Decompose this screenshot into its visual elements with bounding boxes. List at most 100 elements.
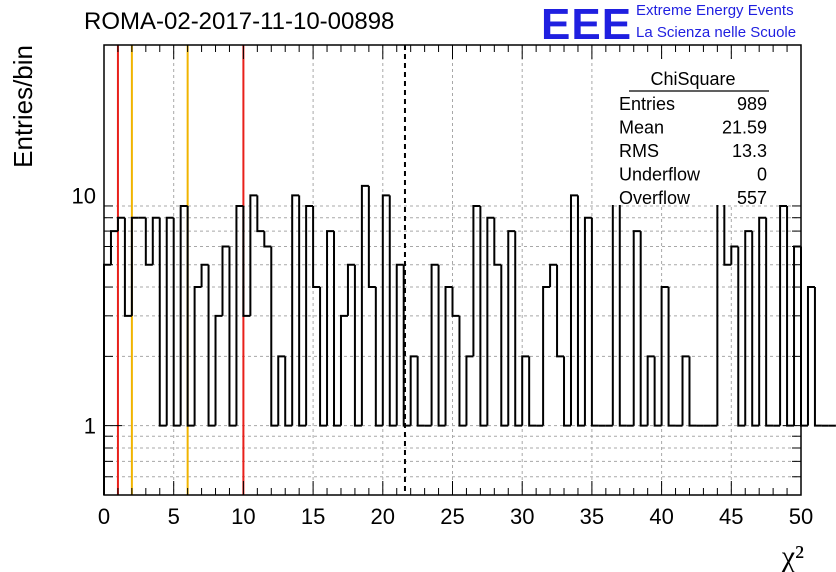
logo-line-2: La Scienza nelle Scuole	[636, 24, 797, 41]
histogram-bin	[395, 263, 404, 426]
histogram-bin	[730, 245, 739, 265]
x-tick-label: 40	[649, 504, 673, 529]
histogram-bin	[667, 287, 676, 427]
histogram-bin	[451, 287, 460, 317]
histogram-bin	[500, 264, 509, 427]
histogram-bin	[179, 204, 188, 426]
histogram-bin	[549, 263, 558, 288]
stats-label: Underflow	[619, 165, 701, 185]
histogram-bin	[339, 314, 348, 426]
x-tick-label: 20	[371, 504, 395, 529]
histogram-bin	[109, 230, 118, 265]
y-tick-label: 1	[84, 414, 96, 439]
x-tick-label: 50	[789, 504, 813, 529]
histogram-bin	[528, 356, 537, 427]
histogram-bin	[758, 216, 767, 426]
histogram-bin	[144, 217, 153, 266]
histogram-bin	[381, 194, 390, 426]
histogram-bin	[172, 217, 181, 427]
histogram-bin	[214, 314, 223, 426]
histogram-bin	[367, 185, 376, 289]
histogram-bin	[360, 184, 369, 426]
histogram-bin	[235, 204, 244, 426]
histogram-bin	[333, 231, 341, 427]
histogram-bin	[576, 195, 585, 427]
histogram-bin	[458, 315, 467, 427]
stats-value: 13.3	[732, 141, 767, 161]
histogram-bin	[319, 287, 328, 427]
y-axis-label: Entries/bin	[8, 45, 38, 168]
histogram-bin	[765, 217, 774, 427]
stats-value: 21.59	[722, 118, 767, 138]
histogram-bin	[479, 205, 488, 427]
histogram-bin	[103, 263, 111, 495]
histogram-bin	[430, 263, 439, 426]
histogram-bin	[263, 231, 272, 248]
histogram-bin	[563, 356, 571, 427]
histogram-bin	[123, 217, 132, 317]
histogram-bin	[228, 246, 237, 427]
stats-value: 557	[737, 188, 767, 208]
histogram-bin	[779, 204, 788, 426]
histogram-bin	[493, 217, 502, 266]
histogram-bin	[583, 216, 592, 426]
histogram-bin	[346, 263, 355, 316]
x-tick-label: 45	[719, 504, 743, 529]
histogram-bin	[388, 195, 397, 427]
histogram-bin	[402, 264, 411, 427]
histogram-bin	[751, 231, 760, 427]
histogram-bin	[618, 169, 627, 427]
stats-value: 989	[737, 94, 767, 114]
histogram-bin	[249, 194, 258, 316]
eee-logo: EEE	[541, 0, 633, 49]
histogram-bin	[256, 195, 265, 233]
stats-value: 0	[757, 165, 767, 185]
stats-box	[611, 59, 775, 205]
histogram-bin	[207, 264, 216, 427]
x-tick-label: 25	[440, 504, 464, 529]
histogram-bin	[326, 230, 335, 426]
histogram-bin	[305, 204, 314, 426]
histogram-bin	[298, 195, 307, 427]
histogram-bin	[200, 263, 209, 288]
histogram-bin	[312, 205, 321, 289]
histogram-bin	[353, 264, 362, 427]
stats-label: Mean	[619, 118, 664, 138]
histogram-bin	[590, 217, 599, 427]
histogram-bin	[639, 231, 648, 427]
histogram-bin	[151, 216, 160, 265]
histogram-bin	[242, 205, 251, 317]
y-tick-label: 10	[72, 183, 96, 208]
x-tick-label: 10	[231, 504, 255, 529]
histogram-bin	[486, 216, 495, 426]
histogram-bin	[165, 216, 174, 426]
histogram-bin	[284, 356, 293, 427]
histogram-bin	[793, 245, 801, 426]
histogram-bin	[193, 286, 202, 426]
histogram-bin	[130, 216, 139, 316]
x-tick-label: 35	[580, 504, 604, 529]
histogram-bin	[158, 217, 167, 427]
histogram-bin	[569, 194, 578, 426]
histogram-bin	[800, 246, 808, 427]
chart-title: ROMA-02-2017-11-10-00898	[84, 8, 395, 35]
histogram-bin	[556, 264, 565, 358]
histogram-bin	[186, 205, 195, 427]
histogram-bin	[744, 230, 753, 426]
histogram-bin	[444, 286, 453, 426]
histogram-bin	[270, 246, 279, 427]
histogram-bin	[416, 356, 425, 427]
histogram-bin	[291, 194, 300, 426]
histogram-bin	[813, 287, 822, 427]
histogram-bin	[653, 356, 662, 427]
histogram-bin	[514, 231, 523, 427]
histogram-bin	[646, 355, 655, 426]
histogram-bin	[688, 356, 697, 427]
histogram-bin	[737, 246, 746, 427]
histogram-bin	[437, 264, 446, 427]
histogram-bin	[660, 286, 669, 426]
histogram-bin	[507, 230, 516, 426]
histogram-bin	[472, 204, 481, 357]
histogram-bin	[374, 287, 383, 427]
